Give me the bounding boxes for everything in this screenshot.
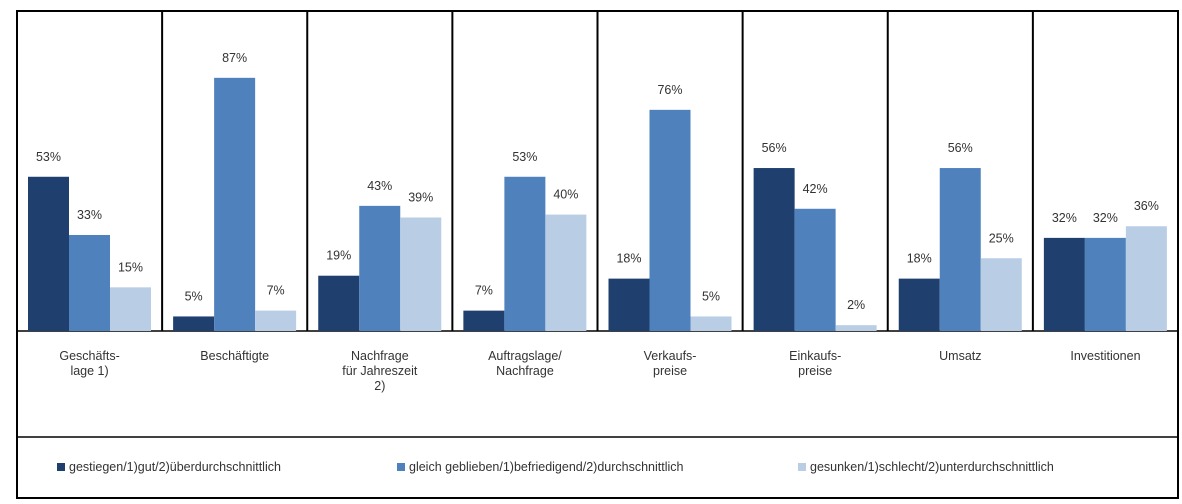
bars-layer <box>28 77 1167 331</box>
data-label: 87% <box>222 51 247 65</box>
data-label: 42% <box>803 182 828 196</box>
data-label: 56% <box>762 141 787 155</box>
data-label: 7% <box>475 284 493 298</box>
category-label: Einkaufs-preise <box>789 349 841 378</box>
category-label: Verkaufs-preise <box>644 349 697 378</box>
bar <box>214 77 256 331</box>
chart-frame <box>16 10 1179 499</box>
bar <box>1084 237 1126 331</box>
legend-label: gesunken/1)schlecht/2)unterdurchschnittl… <box>810 460 1054 474</box>
data-label: 56% <box>948 141 973 155</box>
data-label: 43% <box>367 179 392 193</box>
bar <box>69 234 110 331</box>
data-label: 39% <box>408 191 433 205</box>
data-label: 18% <box>616 252 641 266</box>
data-label: 53% <box>36 150 61 164</box>
data-label: 19% <box>326 249 351 263</box>
bar <box>173 316 215 331</box>
bar <box>690 316 732 331</box>
bar <box>255 310 297 331</box>
data-label: 5% <box>185 289 203 303</box>
bar <box>794 208 836 331</box>
data-label: 32% <box>1052 211 1077 225</box>
data-label: 40% <box>553 188 578 202</box>
data-label: 33% <box>77 208 102 222</box>
bar <box>980 258 1022 331</box>
bar <box>753 168 795 331</box>
bar <box>28 176 69 331</box>
category-label: Beschäftigte <box>200 349 269 363</box>
category-label: Geschäfts-lage 1) <box>59 349 119 378</box>
data-label: 25% <box>989 231 1014 245</box>
bar <box>545 214 587 331</box>
data-label: 2% <box>847 298 865 312</box>
data-label: 53% <box>512 150 537 164</box>
bar <box>110 287 151 331</box>
bar <box>649 109 691 331</box>
data-label: 18% <box>907 252 932 266</box>
data-label: 76% <box>657 83 682 97</box>
bar <box>835 325 877 331</box>
data-label: 32% <box>1093 211 1118 225</box>
bar <box>608 278 650 331</box>
bar <box>504 176 546 331</box>
bar <box>1043 237 1085 331</box>
bar <box>1125 226 1167 331</box>
category-label: Investitionen <box>1070 349 1140 363</box>
category-label: Nachfrage für Jahreszeit 2) <box>342 349 418 393</box>
bar <box>318 275 360 331</box>
data-label: 7% <box>267 284 285 298</box>
legend-swatch <box>798 463 806 471</box>
data-labels-layer: 53% 33% 15% 5% 87% 7% 19% 43% 39% 7% 53% 40% 18% 76% 5… <box>36 51 1159 312</box>
bar <box>898 278 940 331</box>
bar <box>359 205 401 331</box>
bar <box>400 217 442 331</box>
category-labels-layer: Geschäfts-lage 1) Beschäftigte Nachfrage fü… <box>59 349 1140 393</box>
legend-label: gleich geblieben/1)befriedigend/2)durchs… <box>409 460 684 474</box>
data-label: 15% <box>118 260 143 274</box>
bar <box>463 310 505 331</box>
legend-swatch <box>57 463 65 471</box>
data-label: 36% <box>1134 199 1159 213</box>
legend: gestiegen/1)gut/2)überdurchschnittlich gl… <box>57 460 1054 474</box>
category-label: Umsatz <box>939 349 981 363</box>
category-label: Auftragslage/Nachfrage <box>488 349 562 378</box>
legend-swatch <box>397 463 405 471</box>
bar <box>939 168 981 331</box>
legend-label: gestiegen/1)gut/2)überdurchschnittlich <box>69 460 281 474</box>
data-label: 5% <box>702 289 720 303</box>
